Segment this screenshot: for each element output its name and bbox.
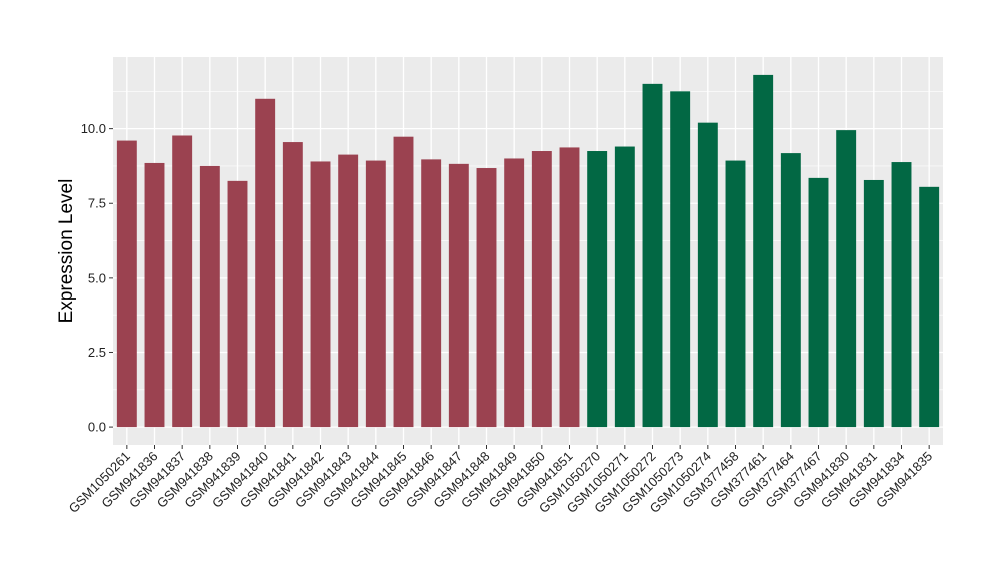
bar-GSM941840 [255,98,276,428]
bar-GSM941831 [863,179,884,428]
bar-GSM941847 [448,163,469,428]
bar-GSM941849 [504,158,525,428]
plot-panel [113,57,943,445]
y-tick-label: 5.0 [88,270,106,285]
minor-gridlines [113,91,943,391]
bar-GSM941836 [144,162,165,428]
bar-GSM941841 [282,142,303,428]
bar-GSM1050274 [697,122,718,428]
bar-GSM941838 [199,165,220,428]
bar-GSM1050271 [614,146,635,428]
bar-GSM377467 [808,177,829,428]
bar-GSM377461 [753,74,774,428]
bar-GSM941846 [421,159,442,428]
bar-GSM941850 [531,151,552,428]
bar-GSM941835 [919,186,940,428]
y-tick-label: 10.0 [81,121,106,136]
bar-GSM941845 [393,136,414,428]
bar-GSM941842 [310,161,331,428]
bar-GSM1050273 [670,91,691,428]
bars [116,74,940,428]
y-tick-label: 7.5 [88,196,106,211]
y-axis-ticks: 0.0 2.5 5.0 7.5 10.0 [81,121,113,435]
bar-GSM941837 [172,135,193,428]
bar-GSM1050270 [587,151,608,428]
bar-GSM941830 [836,130,857,428]
bar-GSM377458 [725,160,746,428]
y-axis-title: Expression Level [56,179,77,324]
bar-GSM941844 [365,160,386,428]
y-tick-label: 0.0 [88,420,106,435]
bar-GSM941848 [476,168,497,428]
bar-GSM941834 [891,162,912,428]
bar-GSM1050261 [116,140,137,428]
bar-GSM941839 [227,180,248,428]
x-axis-ticks: GSM1050261GSM941836GSM941837GSM941838GSM… [66,445,935,516]
bar-GSM1050272 [642,83,663,428]
bar-GSM941843 [338,154,359,428]
y-tick-label: 2.5 [88,345,106,360]
bar-GSM377464 [780,153,801,428]
bar-GSM941851 [559,147,580,428]
